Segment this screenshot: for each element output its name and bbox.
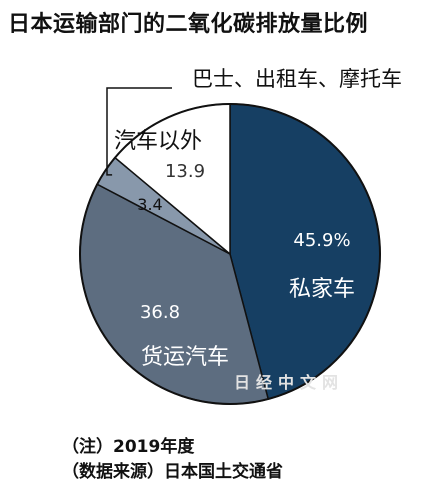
slice-value-1: 36.8 <box>140 302 180 323</box>
slice-value-3: 13.9 <box>165 161 205 182</box>
slice-value-0: 45.9% <box>293 230 350 251</box>
slice-value-2: 3.4 <box>137 195 162 214</box>
watermark-text: 日经中文网 <box>234 373 345 392</box>
slice-label-1: 货运汽车 <box>141 345 229 370</box>
leader-line <box>106 87 172 176</box>
slice-label-2: 巴士、出租车、摩托车 <box>192 67 402 91</box>
note-source: （数据来源）日本国土交通省 <box>62 462 283 482</box>
note-year: （注）2019年度 <box>62 437 195 457</box>
slice-label-3: 汽车以外 <box>114 129 202 154</box>
pie-outline <box>79 103 381 405</box>
chart-title: 日本运输部门的二氧化碳排放量比例 <box>8 12 369 37</box>
slice-label-0: 私家车 <box>289 277 355 302</box>
